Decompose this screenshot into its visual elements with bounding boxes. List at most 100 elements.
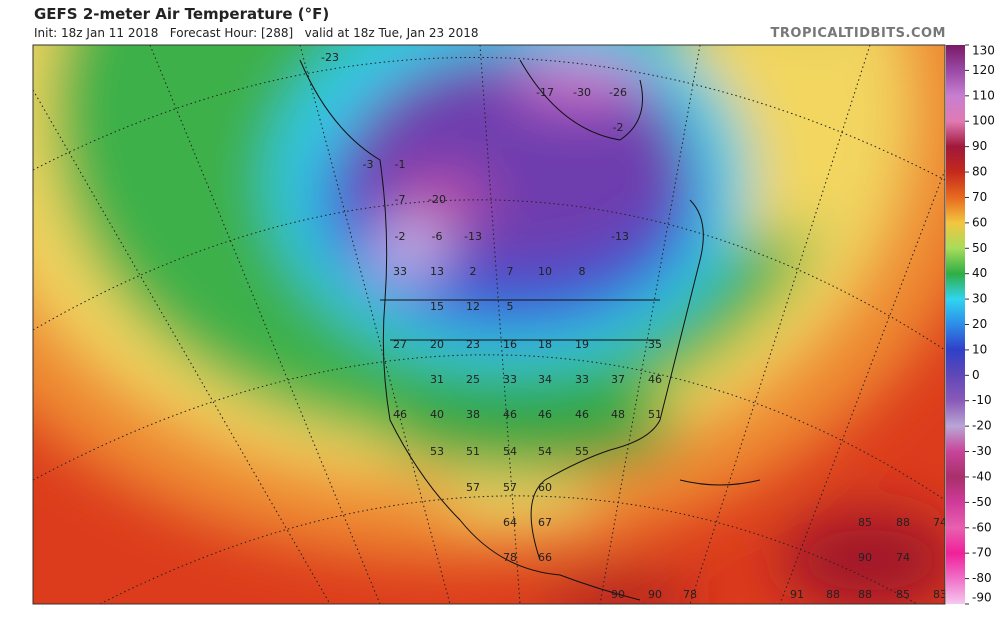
temperature-label: 57 [503,481,517,494]
temperature-label: -2 [613,121,624,134]
temperature-label: 20 [430,338,444,351]
temperature-label: 46 [648,373,662,386]
colorbar-tick-label: -60 [972,520,992,534]
temperature-label: 90 [648,588,662,601]
temperature-label: -6 [432,230,443,243]
temperature-label: -1 [395,158,406,171]
temperature-label: 46 [575,408,589,421]
temperature-label: 57 [466,481,480,494]
temperature-label: 12 [466,300,480,313]
temperature-label: 25 [466,373,480,386]
temperature-label: 54 [538,445,552,458]
colorbar-tick-label: 10 [972,342,987,356]
temperature-label: 55 [575,445,589,458]
colorbar-tick-label: 100 [972,114,995,128]
temperature-label: 85 [896,588,910,601]
coastlines [299,59,761,601]
subtitle: Init: 18z Jan 11 2018 Forecast Hour: [28… [34,26,479,40]
temperature-label: 31 [430,373,444,386]
temperature-label: 10 [538,265,552,278]
temperature-label: 88 [896,516,910,529]
temperature-label: 64 [503,516,517,529]
temperature-label: 78 [503,551,517,564]
temperature-label: 34 [538,373,552,386]
temperature-label: 54 [503,445,517,458]
title: GEFS 2-meter Air Temperature (°F) [34,5,329,23]
colorbar-tick-label: -70 [972,546,992,560]
temperature-label: -20 [428,193,446,206]
temperature-label: 48 [611,408,625,421]
colorbar-tick-label: 0 [972,368,980,382]
colorbar-tick-label: 30 [972,292,987,306]
temperature-label: 33 [393,265,407,278]
colorbar-tick-label: 120 [972,63,995,77]
temperature-label: 67 [538,516,552,529]
source: TROPICALTIDBITS.COM [771,26,946,41]
temperature-label: 46 [503,408,517,421]
colorbar [946,45,965,604]
colorbar-tick-label: 70 [972,190,987,204]
temperature-label: 51 [466,445,480,458]
temperature-label: 88 [826,588,840,601]
temperature-label: -2 [395,230,406,243]
temperature-label: -26 [609,86,627,99]
colorbar-tick-label: 110 [972,88,995,102]
temperature-label: -7 [395,193,406,206]
colorbar-tick-label: 130 [972,44,995,58]
temperature-label: 13 [430,265,444,278]
colorbar-tick-label: -20 [972,419,992,433]
colorbar-tick-label: 80 [972,165,987,179]
temperature-label: 33 [575,373,589,386]
temperature-label: 37 [611,373,625,386]
colorbar-tick-label: -30 [972,444,992,458]
temperature-label: 15 [430,300,444,313]
temperature-label: 88 [858,588,872,601]
temperature-label: 5 [507,300,514,313]
temperature-label: 18 [538,338,552,351]
colorbar-tick-label: -50 [972,495,992,509]
colorbar-tick-label: 50 [972,241,987,255]
colorbar-tick-label: -90 [972,591,992,605]
temperature-label: 90 [858,551,872,564]
temperature-label: 85 [858,516,872,529]
colorbar-tick-label: 20 [972,317,987,331]
temperature-label: -13 [611,230,629,243]
graticule [33,45,945,604]
temperature-label: 53 [430,445,444,458]
temperature-label: -3 [363,158,374,171]
temperature-label: 23 [466,338,480,351]
colorbar-tick-label: 40 [972,266,987,280]
colorbar-tick-label: -10 [972,393,992,407]
temperature-label: 46 [538,408,552,421]
temperature-label: 16 [503,338,517,351]
temperature-label: -30 [573,86,591,99]
colorbar-tick-label: 90 [972,139,987,153]
colorbar-tick-label: -40 [972,469,992,483]
temperature-label: 2 [470,265,477,278]
colorbar-tick-label: -80 [972,571,992,585]
temperature-label: 35 [648,338,662,351]
temperature-label: 19 [575,338,589,351]
temperature-label: 74 [933,516,947,529]
colorbar-ticks: 1301201101009080706050403020100-10-20-30… [965,44,995,605]
temperature-label: 7 [507,265,514,278]
colorbar-tick-label: 60 [972,215,987,229]
temperature-label: 51 [648,408,662,421]
temperature-label: 38 [466,408,480,421]
temperature-label: -17 [536,86,554,99]
temperature-label: 66 [538,551,552,564]
temperature-label: 91 [790,588,804,601]
temperature-label: -23 [321,51,339,64]
temperature-label: 78 [683,588,697,601]
temperature-label: 90 [611,588,625,601]
temperature-label: 40 [430,408,444,421]
temperature-label: 83 [933,588,947,601]
temperature-label: -13 [464,230,482,243]
map-frame [32,44,946,605]
temperature-label: 27 [393,338,407,351]
temperature-label: 60 [538,481,552,494]
